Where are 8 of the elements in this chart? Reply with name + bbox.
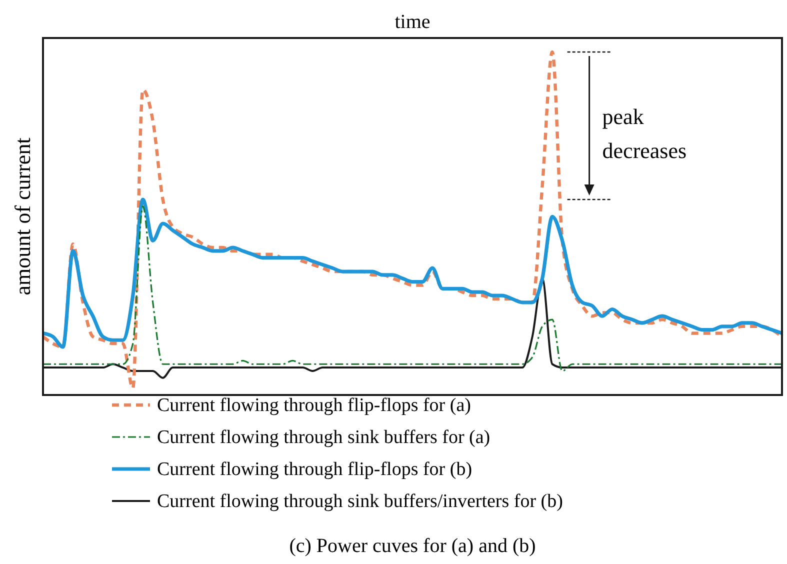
legend-label: Current flowing through flip-flops for (a) — [157, 395, 471, 416]
y-axis-title: amount of current — [10, 138, 35, 296]
annotation: peak decreases — [602, 104, 687, 163]
legend-label: Current flowing through flip-flops for (b) — [157, 459, 472, 480]
legend-label: Current flowing through sink buffers for (a) — [157, 427, 490, 448]
x-axis-title: time — [394, 11, 430, 33]
legend-label: Current flowing through sink buffers/inverters for (b) — [157, 491, 563, 512]
text: (c) Power cuves for (a) and (b) — [289, 535, 536, 557]
